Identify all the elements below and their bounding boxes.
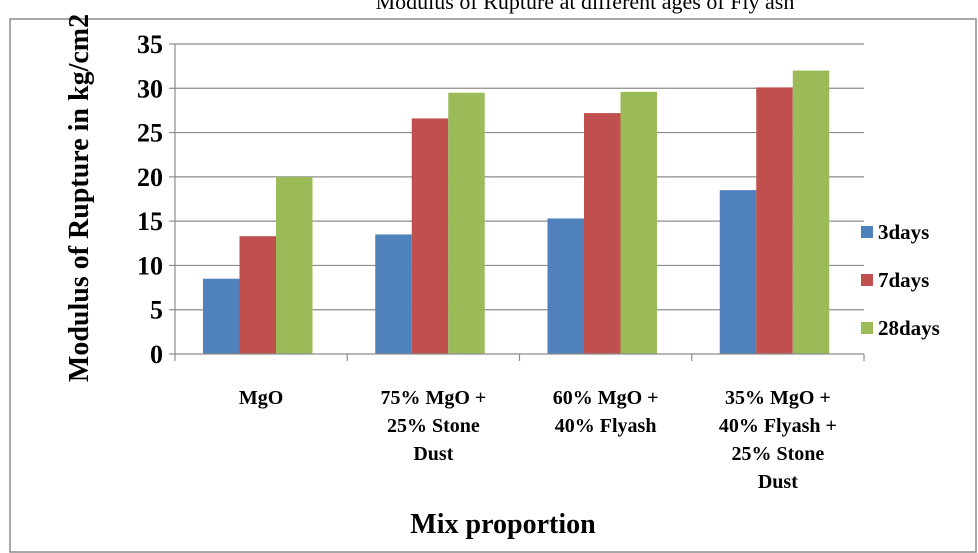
y-tick-label: 35 xyxy=(137,30,163,59)
bar-28days-1 xyxy=(448,92,485,354)
bar-3days-2 xyxy=(547,218,584,354)
bar-3days-1 xyxy=(375,234,412,354)
y-tick-label: 5 xyxy=(150,296,163,325)
top-caption: Modulus of Rupture at different ages of … xyxy=(376,0,795,14)
x-axis-title: Mix proportion xyxy=(410,509,596,540)
y-tick-label: 25 xyxy=(137,119,163,148)
bar-7days-1 xyxy=(411,118,449,355)
y-tick-labels: 0 5 10 15 20 25 30 35 xyxy=(137,30,163,369)
bar-7days-0 xyxy=(239,236,276,354)
category-labels: MgO 75% MgO +25% Stone Dust 60% MgO +40% Fl… xyxy=(239,387,837,493)
category-label-0: MgO xyxy=(239,387,283,409)
y-tick-label: 15 xyxy=(137,207,163,236)
category-label-2: 60% MgO +40% Flyash xyxy=(553,387,659,437)
category-label-3: 35% MgO +40% Flyash +25% Stone Dust xyxy=(719,387,837,493)
legend-label-28days: 28days xyxy=(878,316,940,340)
y-tick-label: 20 xyxy=(137,163,163,192)
y-tick-label: 0 xyxy=(150,340,163,369)
bars xyxy=(203,70,830,355)
bar-3days-0 xyxy=(203,278,240,354)
legend-label-7days: 7days xyxy=(878,268,929,292)
bar-28days-3 xyxy=(792,70,830,355)
bar-7days-3 xyxy=(756,87,793,355)
bar-28days-2 xyxy=(620,91,657,354)
legend-swatch-3days xyxy=(861,226,873,238)
bar-7days-2 xyxy=(584,113,621,354)
y-tick-label: 10 xyxy=(137,251,163,280)
y-tick-label: 30 xyxy=(137,74,163,103)
legend-swatch-28days xyxy=(861,322,873,334)
bar-28days-0 xyxy=(276,176,313,354)
y-axis-title: Modulus of Rupture in kg/cm2 xyxy=(64,14,95,382)
legend-label-3days: 3days xyxy=(878,220,929,244)
axes xyxy=(169,43,865,361)
category-label-1: 75% MgO +25% Stone Dust xyxy=(380,387,486,465)
bar-3days-3 xyxy=(719,190,757,354)
legend-swatch-7days xyxy=(861,274,873,286)
legend: 3days 7days 28days xyxy=(861,220,940,340)
